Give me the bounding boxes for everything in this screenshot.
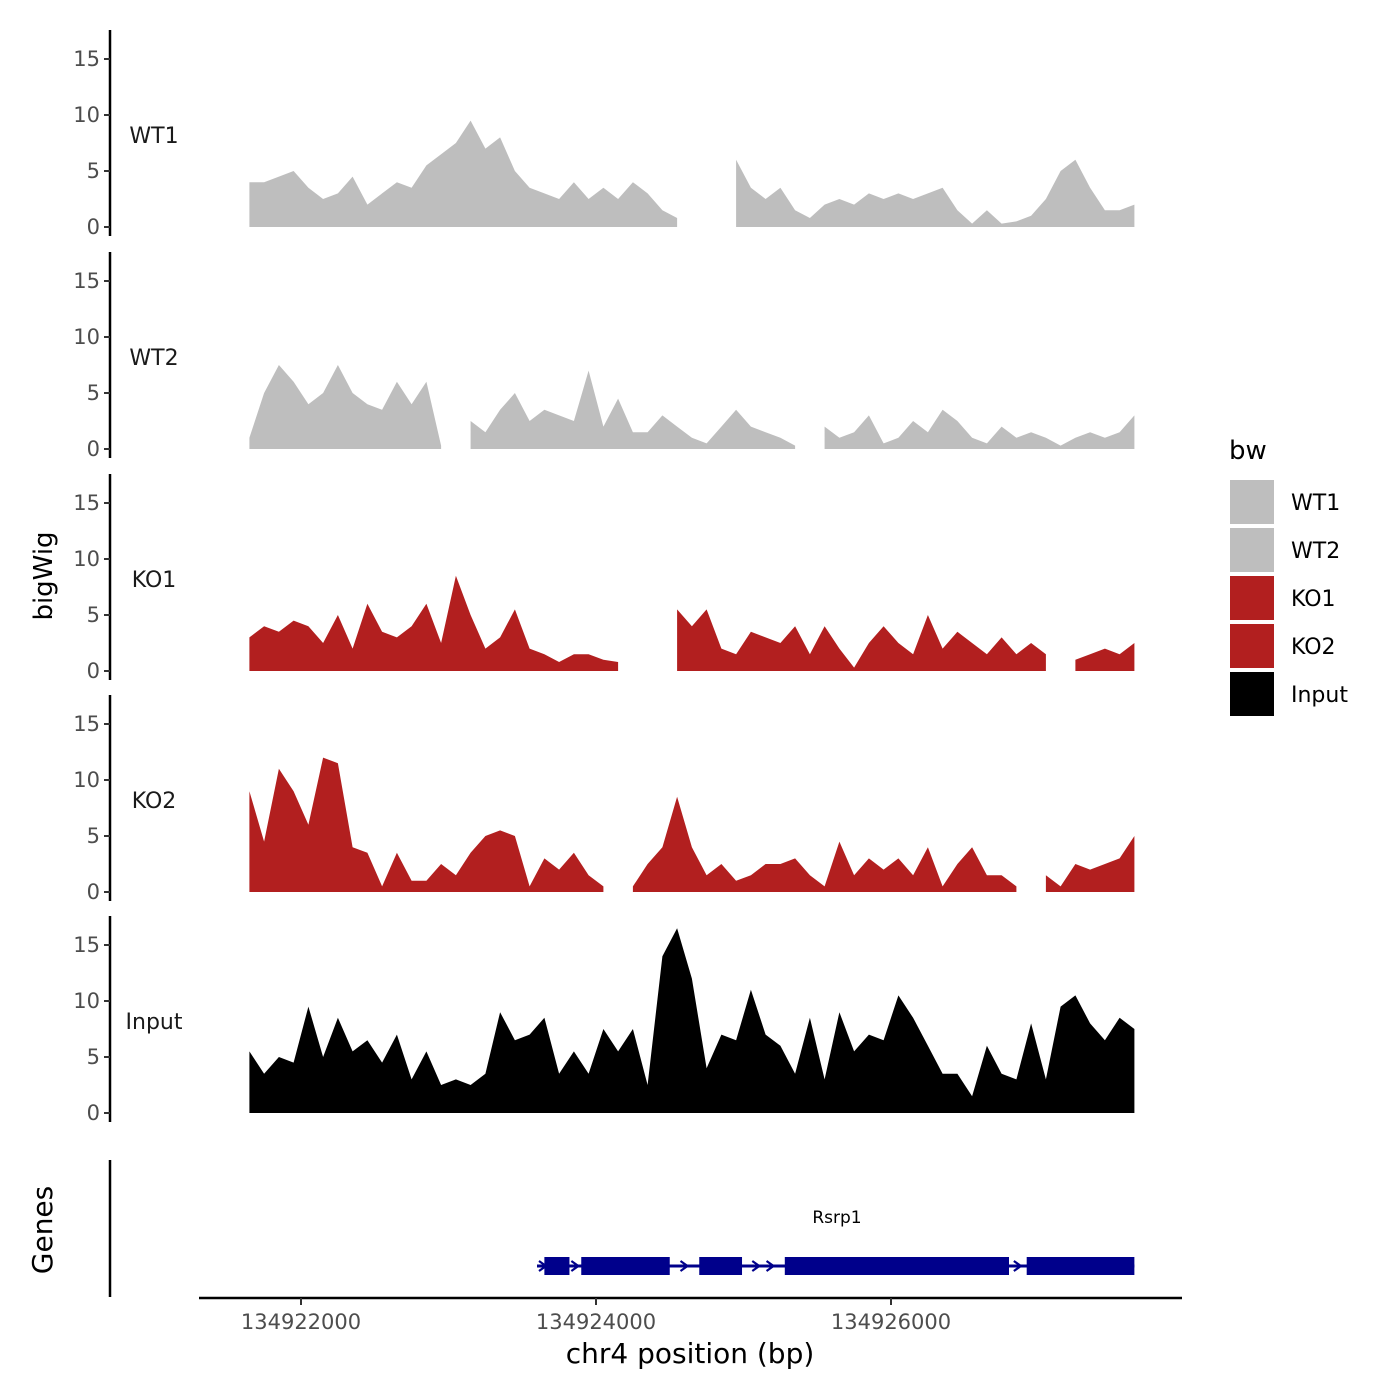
y-axis-title: bigWig — [29, 531, 59, 620]
y-tick-label: 5 — [87, 159, 100, 183]
y-tick-label: 10 — [73, 325, 100, 349]
y-tick-label: 5 — [87, 381, 100, 405]
x-tick-label: 134926000 — [831, 1310, 951, 1334]
legend-swatch-ko2 — [1230, 624, 1274, 668]
gene-exon — [784, 1257, 1009, 1275]
y-tick-label: 10 — [73, 103, 100, 127]
legend-label-ko2: KO2 — [1291, 635, 1336, 660]
area-wt2 — [470, 370, 796, 449]
legend-label-wt2: WT2 — [1291, 539, 1340, 564]
legend-label-wt1: WT1 — [1291, 491, 1340, 516]
genes-track-label: Genes — [26, 1186, 59, 1274]
area-wt1 — [249, 120, 678, 227]
y-tick-label: 10 — [73, 547, 100, 571]
y-tick-label: 5 — [87, 603, 100, 627]
legend-label-ko1: KO1 — [1291, 587, 1336, 612]
track-panel-input: 0 5 10 15 Input — [73, 916, 1135, 1125]
strand-arrow — [1013, 1260, 1023, 1272]
track-panel-wt2: 0 5 10 15 WT2 — [73, 252, 1135, 461]
area-ko2 — [1045, 836, 1135, 892]
y-tick-label: 15 — [73, 491, 100, 515]
genes-track: Rsrp1 — [108, 1160, 1135, 1297]
legend-swatch-wt1 — [1230, 480, 1274, 524]
y-tick-label: 10 — [73, 989, 100, 1013]
strand-arrow — [765, 1260, 776, 1272]
legend-label-input: Input — [1291, 683, 1348, 708]
x-tick-label: 134924000 — [536, 1310, 656, 1334]
track-panel-ko1: 0 5 10 15 KO1 — [73, 474, 1135, 683]
legend-title: bw — [1229, 436, 1267, 466]
track-panel-ko2: 0 5 10 15 KO2 — [73, 695, 1135, 904]
track-panels: 0 5 10 15 WT1 0 5 10 15 WT2 0 5 10 15 KO1 0 5 10 15 KO2 0 5 10… — [73, 30, 1135, 1125]
y-tick-label: 10 — [73, 768, 100, 792]
panel-label: WT1 — [129, 124, 178, 149]
legend-swatch-input — [1230, 672, 1274, 716]
y-tick-label: 0 — [87, 659, 100, 683]
panel-label: KO2 — [132, 789, 177, 814]
legend: bw WT1 WT2 KO1 KO2 Input — [1229, 436, 1348, 716]
y-tick-label: 0 — [87, 437, 100, 461]
x-axis-title: chr4 position (bp) — [566, 1337, 815, 1370]
panel-label: WT2 — [129, 346, 178, 371]
strand-arrow — [679, 1260, 690, 1272]
area-input — [249, 928, 1135, 1113]
gene-exon — [1026, 1257, 1135, 1275]
area-wt2 — [249, 365, 442, 449]
area-ko1 — [1075, 643, 1135, 671]
strand-arrow — [751, 1260, 762, 1272]
area-ko1 — [677, 609, 1046, 671]
y-tick-label: 15 — [73, 269, 100, 293]
y-tick-label: 15 — [73, 47, 100, 71]
y-tick-label: 15 — [73, 933, 100, 957]
gene-name-label: Rsrp1 — [812, 1208, 861, 1228]
y-tick-label: 5 — [87, 1045, 100, 1069]
gene-exon — [544, 1257, 570, 1275]
panel-label: Input — [126, 1010, 183, 1035]
area-wt1 — [736, 159, 1135, 227]
area-ko2 — [632, 796, 1017, 892]
gene-exon — [581, 1257, 670, 1275]
y-tick-label: 0 — [87, 1101, 100, 1125]
y-tick-label: 0 — [87, 215, 100, 239]
area-ko1 — [249, 575, 619, 671]
x-tick-label: 134922000 — [241, 1310, 361, 1334]
y-tick-label: 5 — [87, 824, 100, 848]
y-tick-label: 15 — [73, 712, 100, 736]
x-axis: 134922000 134924000 134926000 — [199, 1296, 1182, 1334]
track-panel-wt1: 0 5 10 15 WT1 — [73, 30, 1135, 239]
legend-swatch-wt2 — [1230, 528, 1274, 572]
strand-arrow — [570, 1260, 581, 1272]
gene-exon — [699, 1257, 743, 1275]
legend-swatch-ko1 — [1230, 576, 1274, 620]
y-tick-label: 0 — [87, 880, 100, 904]
area-wt2 — [824, 409, 1135, 449]
panel-label: KO1 — [132, 568, 177, 593]
area-ko2 — [249, 757, 604, 892]
